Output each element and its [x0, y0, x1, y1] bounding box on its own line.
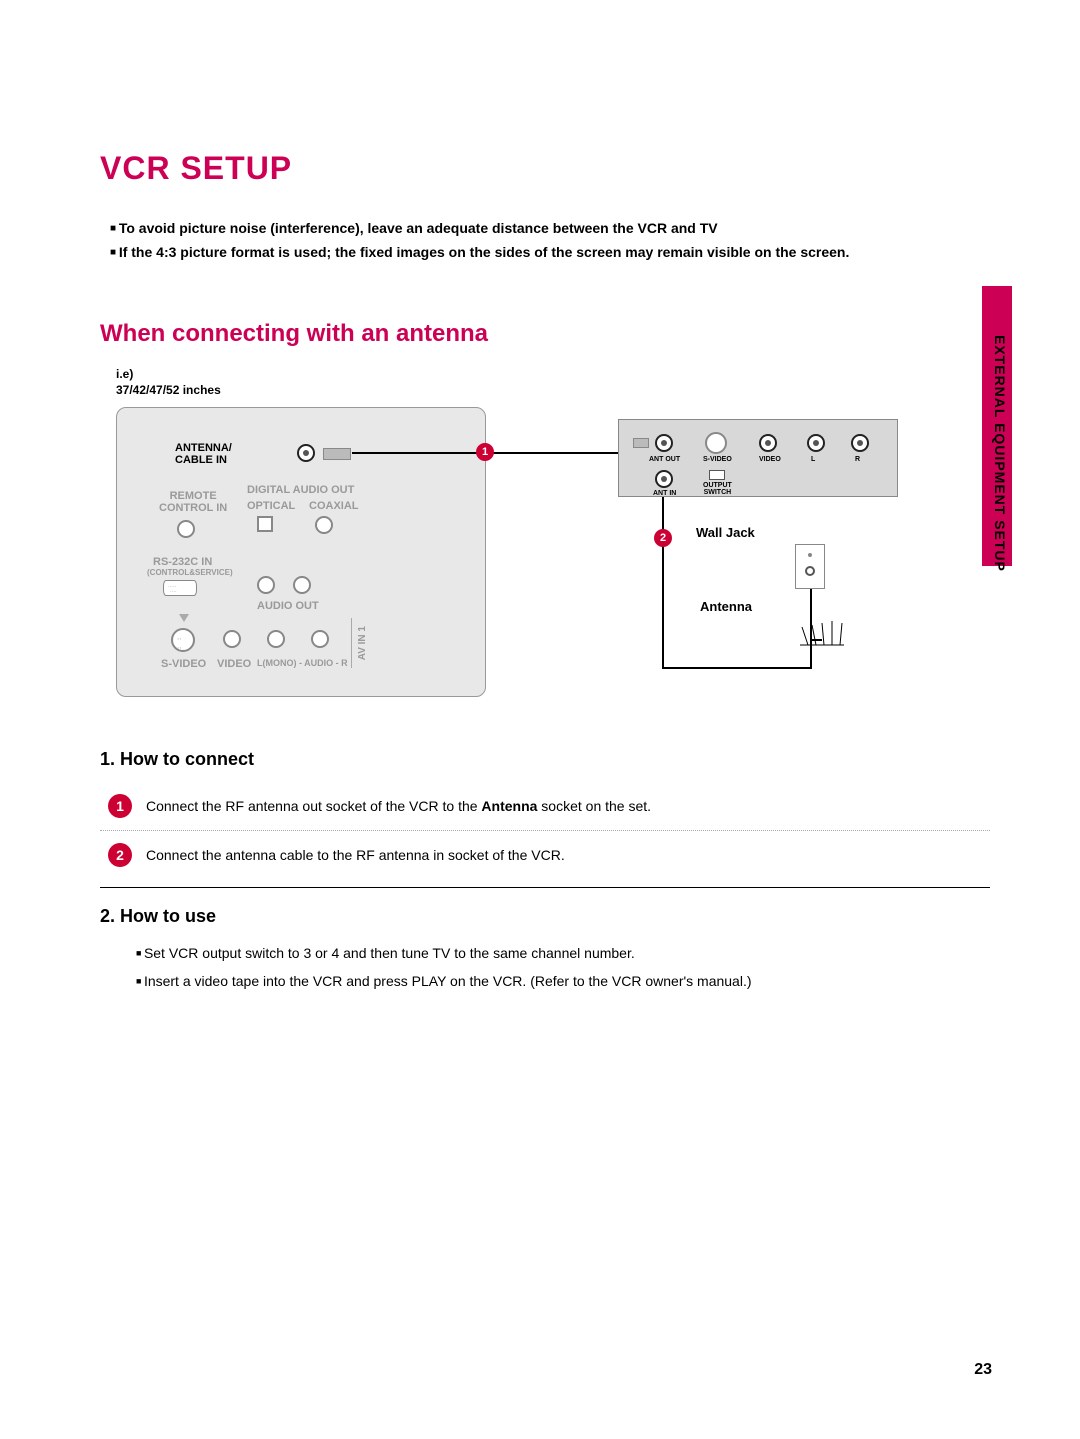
optical-port — [257, 516, 273, 532]
output-switch — [709, 470, 725, 480]
rs232c-label: RS-232C IN — [153, 556, 212, 568]
control-service-label: (CONTROL&SERVICE) — [147, 568, 233, 577]
section-subtitle: When connecting with an antenna — [100, 320, 990, 348]
how-to-connect-heading: 1. How to connect — [100, 749, 990, 770]
vcr-video-label: VIDEO — [759, 456, 781, 463]
vcr-ant-out-label: ANT OUT — [649, 456, 680, 463]
divider-solid — [100, 887, 990, 888]
vcr-svideo-port — [705, 432, 727, 454]
vcr-audio-r-port — [851, 434, 869, 452]
connection-diagram: ANTENNA/ CABLE IN REMOTE CONTROL IN DIGI… — [100, 399, 990, 719]
optical-label: OPTICAL — [247, 500, 295, 512]
wall-jack-label: Wall Jack — [696, 525, 755, 540]
digital-audio-out-label: DIGITAL AUDIO OUT — [247, 484, 354, 496]
video-label: VIDEO — [217, 658, 251, 670]
vcr-back-panel: ANT OUT S-VIDEO VIDEO L R ANT IN OUTPUT … — [618, 419, 898, 497]
antenna-icon — [800, 621, 850, 654]
audio-lr-label: L(MONO) - AUDIO - R — [257, 658, 348, 668]
vcr-l-label: L — [811, 456, 815, 463]
avin1-label: AV IN 1 — [357, 626, 368, 660]
vcr-rf-plug — [633, 438, 649, 448]
audio-out-label: AUDIO OUT — [257, 600, 319, 612]
vcr-ant-in-label: ANT IN — [653, 490, 676, 497]
page-title: VCR SETUP — [100, 150, 990, 187]
vcr-audio-l-port — [807, 434, 825, 452]
callout-1: 1 — [476, 443, 494, 461]
antenna-port — [297, 444, 315, 462]
step-1-number: 1 — [108, 794, 132, 818]
rf-plug-icon — [323, 448, 351, 460]
coaxial-port — [315, 516, 333, 534]
coaxial-label: COAXIAL — [309, 500, 359, 512]
antenna-cable-in-label: ANTENNA/ CABLE IN — [175, 442, 232, 466]
example-label: i.e) 37/42/47/52 inches — [116, 366, 990, 400]
vcr-ant-out-port — [655, 434, 673, 452]
vcr-video-port — [759, 434, 777, 452]
callout-2: 2 — [654, 529, 672, 547]
step-1-row: 1 Connect the RF antenna out socket of t… — [100, 782, 990, 830]
tv-back-panel: ANTENNA/ CABLE IN REMOTE CONTROL IN DIGI… — [116, 407, 486, 697]
antenna-label: Antenna — [700, 599, 752, 614]
note-2: If the 4:3 picture format is used; the f… — [110, 241, 990, 265]
wall-jack-icon — [795, 544, 825, 589]
rs232c-port: ∙∙∙∙∙ ∙∙∙∙ — [163, 580, 197, 596]
vcr-ant-in-port — [655, 470, 673, 488]
page-number: 23 — [974, 1361, 992, 1379]
step-2-text: Connect the antenna cable to the RF ante… — [146, 843, 990, 866]
use-1: Set VCR output switch to 3 or 4 and then… — [136, 939, 990, 967]
note-1: To avoid picture noise (interference), l… — [110, 217, 990, 241]
step-2-row: 2 Connect the antenna cable to the RF an… — [100, 831, 990, 879]
audio-out-r-port — [293, 576, 311, 594]
use-2: Insert a video tape into the VCR and pre… — [136, 967, 990, 995]
remote-port — [177, 520, 195, 538]
manual-page: VCR SETUP To avoid picture noise (interf… — [0, 0, 1080, 1045]
cable-2-horizontal — [662, 667, 812, 669]
audio-l-port — [267, 630, 285, 648]
arrow-down-icon — [179, 614, 189, 622]
audio-out-l-port — [257, 576, 275, 594]
vcr-r-label: R — [855, 456, 860, 463]
step-2-number: 2 — [108, 843, 132, 867]
output-switch-label: OUTPUT SWITCH — [703, 482, 732, 496]
audio-r-port — [311, 630, 329, 648]
how-to-use-list: Set VCR output switch to 3 or 4 and then… — [136, 939, 990, 995]
remote-control-in-label: REMOTE CONTROL IN — [159, 490, 227, 514]
svideo-label: S-VIDEO — [161, 658, 206, 670]
warning-notes: To avoid picture noise (interference), l… — [110, 217, 990, 265]
vcr-svideo-label: S-VIDEO — [703, 456, 732, 463]
step-1-text: Connect the RF antenna out socket of the… — [146, 794, 990, 817]
video-port — [223, 630, 241, 648]
cable-2-vertical — [662, 497, 664, 669]
svideo-port: ∙∙∙∙ — [171, 628, 195, 652]
how-to-use-heading: 2. How to use — [100, 906, 990, 927]
